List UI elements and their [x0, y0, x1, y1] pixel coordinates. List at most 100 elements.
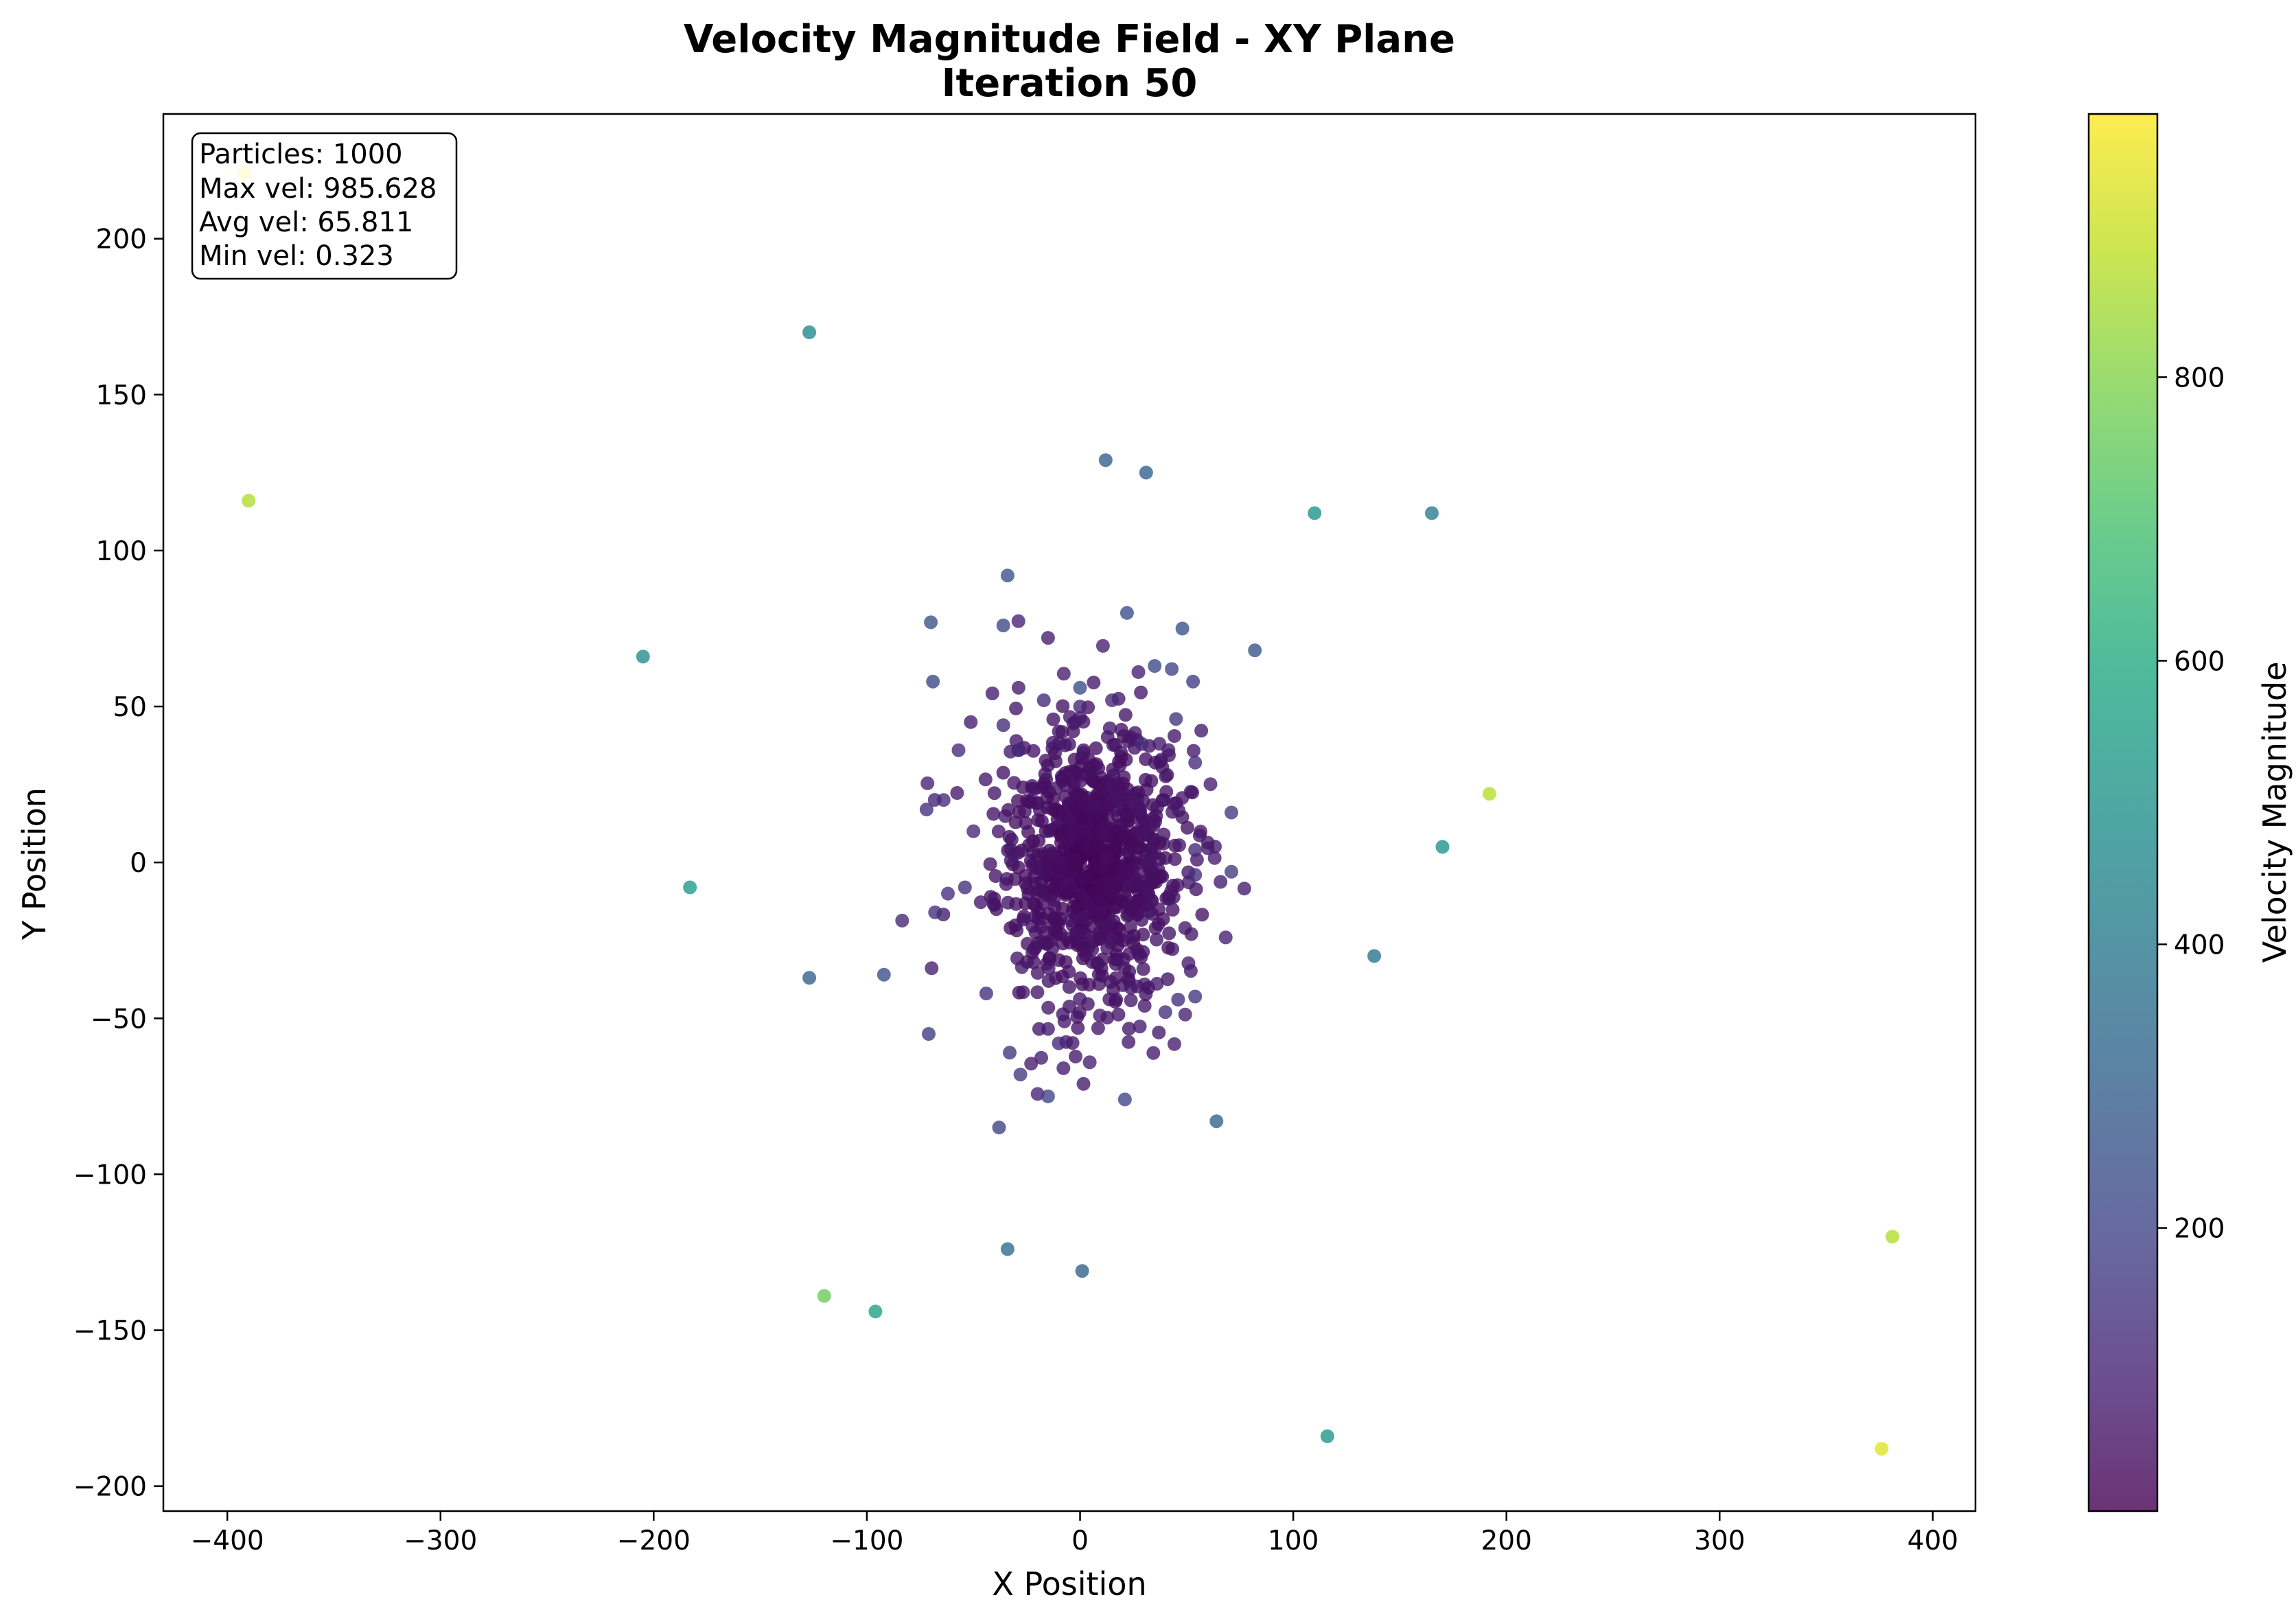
data-point	[1115, 791, 1129, 805]
data-point	[1018, 896, 1032, 910]
data-point	[1425, 506, 1439, 520]
data-point	[987, 786, 1001, 801]
data-point	[983, 857, 997, 871]
data-point	[1091, 1021, 1105, 1035]
data-point	[1075, 1264, 1089, 1278]
data-point	[1109, 879, 1123, 893]
data-point	[817, 1289, 831, 1303]
data-point	[1041, 631, 1055, 645]
data-point	[1049, 928, 1063, 942]
data-point	[1194, 825, 1207, 839]
data-point	[242, 494, 256, 508]
y-tick-label: 50	[113, 692, 147, 723]
data-point	[1139, 752, 1153, 766]
x-tick-label: 0	[1071, 1526, 1089, 1556]
data-point	[1041, 866, 1056, 880]
data-point	[1093, 903, 1108, 917]
data-point	[1180, 820, 1194, 835]
data-point	[1041, 1000, 1056, 1015]
data-point	[1013, 1068, 1028, 1082]
data-point	[1146, 811, 1160, 825]
data-point	[1178, 1007, 1192, 1022]
data-point	[1105, 693, 1120, 707]
data-point	[1003, 1046, 1017, 1060]
data-point	[1046, 846, 1060, 860]
data-point	[1077, 812, 1091, 826]
data-point	[1073, 700, 1087, 714]
data-point	[996, 619, 1010, 632]
data-point	[1188, 843, 1203, 857]
data-point	[1071, 1021, 1085, 1035]
data-point	[1237, 882, 1251, 896]
data-point	[1022, 794, 1036, 809]
data-point	[1166, 903, 1180, 917]
data-point	[1011, 743, 1025, 757]
data-point	[1112, 755, 1126, 769]
data-point	[1082, 1055, 1097, 1070]
data-point	[988, 869, 1003, 883]
data-point	[1030, 966, 1045, 980]
colorbar-frame	[2087, 113, 2159, 1512]
data-point	[1001, 803, 1015, 817]
data-point	[1073, 992, 1087, 1006]
data-point	[1195, 908, 1209, 922]
info-avg-vel: Avg vel: 65.811	[199, 207, 413, 238]
data-point	[1028, 858, 1042, 873]
data-point	[1041, 974, 1056, 988]
data-point	[1225, 805, 1238, 820]
data-point	[1168, 852, 1182, 866]
data-point	[1181, 956, 1196, 970]
data-point	[1069, 1049, 1082, 1063]
y-tick-label: −150	[73, 1316, 147, 1347]
data-point	[1008, 815, 1023, 829]
data-point	[1071, 766, 1085, 781]
data-point	[1034, 814, 1049, 829]
data-point	[1082, 752, 1095, 766]
x-axis-ticks: −400 −300 −200 −100 0 100 200 300 400	[191, 1511, 1958, 1556]
data-point	[1065, 854, 1080, 868]
data-point	[1150, 801, 1164, 815]
y-tick-label: 200	[96, 225, 147, 255]
data-point	[1188, 755, 1203, 770]
data-point	[636, 649, 650, 664]
info-min-vel: Min vel: 0.323	[199, 240, 394, 272]
data-point	[1088, 799, 1102, 814]
y-tick-label: −100	[73, 1160, 147, 1190]
colorbar-label: Velocity Magnitude	[2256, 662, 2293, 963]
y-axis-ticks: −200 −150 −100 −50 0 50 100 150 200	[73, 225, 163, 1503]
data-point	[1087, 676, 1101, 690]
data-point	[1482, 787, 1496, 801]
data-point	[1225, 864, 1238, 879]
colorbar-fill	[2089, 114, 2157, 1511]
data-point	[1072, 1006, 1087, 1020]
data-point	[1092, 840, 1106, 855]
data-point	[1043, 824, 1056, 838]
colorbar-tick-label: 200	[2174, 1214, 2225, 1245]
data-point	[1050, 781, 1063, 795]
data-point	[1085, 943, 1100, 956]
data-point	[1122, 1022, 1136, 1036]
data-point	[1032, 883, 1046, 897]
data-point	[1097, 919, 1111, 933]
data-point	[1164, 884, 1179, 899]
data-point	[1120, 807, 1134, 821]
data-point	[1093, 1009, 1107, 1023]
data-point	[1120, 606, 1134, 620]
data-point	[1127, 794, 1141, 809]
data-point	[1137, 999, 1152, 1013]
data-point	[1008, 918, 1023, 932]
data-point	[1076, 1077, 1091, 1091]
data-point	[1159, 785, 1174, 799]
data-point	[1161, 941, 1176, 955]
data-point	[1112, 923, 1126, 937]
data-point	[802, 971, 817, 985]
colorbar-tick-label: 400	[2174, 930, 2225, 961]
info-max-vel: Max vel: 985.628	[199, 173, 437, 205]
data-point	[1098, 453, 1113, 468]
data-point	[1009, 701, 1023, 715]
data-point	[1136, 962, 1150, 976]
data-point	[877, 967, 891, 982]
data-point	[1020, 955, 1034, 969]
data-point	[1063, 935, 1077, 949]
data-point	[1073, 680, 1087, 695]
